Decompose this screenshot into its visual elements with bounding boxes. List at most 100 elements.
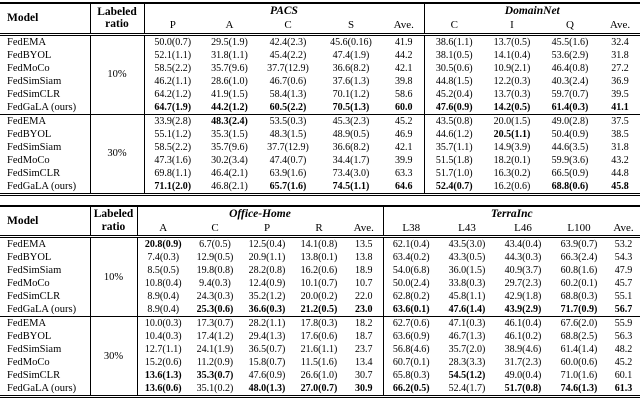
value-cell: 48.3(1.5) — [269, 128, 307, 140]
col-header-ave-terrainc: Ave. — [607, 220, 640, 238]
value-cell: 45.5(1.6) — [551, 36, 589, 48]
table-row: FedMoCo 58.5(2.2) 35.7(9.6) 37.7(12.9) 36.6(… — [0, 61, 640, 75]
value-cell: 44.2 — [384, 48, 425, 62]
table-row: FedEMA 10% 20.8(0.9) 6.7(0.5) 12.5(0.4) 14.1(… — [0, 236, 640, 317]
value-cell: 11.5(1.6) — [300, 357, 338, 368]
table-row: FedSimCLR 8.9(0.4) 24.3(0.3) 35.2(1.2) 20.0(… — [0, 290, 640, 303]
group-header-pacs: PACS — [144, 3, 425, 18]
value-cell: 43.5(3.0) — [448, 239, 486, 250]
value-cell: 38.9(4.6) — [504, 344, 542, 355]
value-cell: 12.5(0.4) — [248, 239, 286, 250]
labeled-ratio-column-header: Labeled ratio — [90, 205, 138, 238]
value-cell: 63.9(1.6) — [269, 167, 307, 179]
value-cell: 44.8 — [611, 167, 629, 179]
model-name: FedSimSiam — [0, 264, 91, 277]
value-cell: 66.5(0.9) — [551, 167, 589, 179]
model-name: FedBYOL — [0, 251, 91, 264]
value-cell: 64.2(1.2) — [154, 88, 192, 100]
value-cell: 35.1(0.2) — [196, 383, 234, 394]
col-header-a: A — [137, 220, 189, 238]
value-cell: 66.3(2.4) — [560, 252, 598, 263]
value-cell: 48.3(2.4) — [201, 113, 258, 128]
value-cell: 44.3(0.3) — [504, 252, 542, 263]
table-row: FedEMA 30% 33.9(2.8) 48.3(2.4) 53.5(0.3) 45.3… — [0, 113, 640, 194]
value-cell: 46.4(2.1) — [211, 167, 248, 179]
model-name: FedSimSiam — [0, 343, 91, 356]
table-row: FedGaLA (ours) 71.1(2.0) 46.8(2.1) 65.7(1.6… — [0, 179, 640, 194]
model-name: FedGaLA (ours) — [0, 100, 91, 114]
model-name: FedMoCo — [0, 277, 91, 290]
value-cell: 46.2(1.1) — [154, 75, 192, 87]
value-cell: 13.7(0.3) — [493, 88, 531, 100]
value-cell: 36.9 — [611, 75, 629, 87]
value-cell: 16.2(0.6) — [493, 180, 531, 192]
value-cell: 13.7(0.5) — [493, 36, 531, 48]
value-cell: 27.2 — [611, 62, 629, 74]
value-cell: 46.8(2.1) — [211, 180, 248, 192]
value-cell: 60.0 — [384, 100, 425, 114]
value-cell: 58.5(2.2) — [154, 141, 192, 153]
value-cell: 18.7 — [345, 330, 384, 343]
value-cell: 59.9(3.6) — [551, 154, 589, 166]
value-cell: 12.4(0.9) — [248, 278, 286, 289]
col-header-s: S — [318, 18, 384, 36]
value-cell: 39.9 — [384, 153, 425, 167]
model-name: FedGaLA (ours) — [0, 303, 91, 317]
value-cell: 14.9(3.9) — [493, 141, 531, 153]
value-cell: 64.6 — [384, 179, 425, 194]
group-header-row: Model Labeled ratio PACS DomainNet — [0, 3, 640, 36]
value-cell: 12.7(1.1) — [144, 344, 182, 355]
value-cell: 10.8(0.4) — [144, 278, 182, 289]
col-header-r: R — [293, 220, 345, 238]
value-cell: 46.7(1.3) — [448, 331, 486, 342]
value-cell: 53.2 — [614, 239, 633, 250]
table-row: FedSimCLR 69.8(1.1) 46.4(2.1) 63.9(1.6) 73.4… — [0, 166, 640, 180]
value-cell: 17.6(0.6) — [300, 331, 338, 342]
value-cell: 71.1(2.0) — [154, 180, 192, 192]
value-cell: 65.7(1.6) — [269, 180, 307, 192]
value-cell: 20.5(1.1) — [493, 128, 531, 140]
value-cell: 48.9(0.5) — [332, 128, 370, 140]
value-cell: 42.4(2.3) — [269, 36, 307, 48]
col-header-p: P — [241, 220, 293, 238]
value-cell: 61.3 — [614, 383, 633, 394]
value-cell: 68.8(2.5) — [560, 331, 598, 342]
model-name: FedMoCo — [0, 356, 91, 369]
value-cell: 68.8(0.6) — [551, 180, 589, 192]
value-cell: 40.3(2.4) — [551, 75, 589, 87]
value-cell: 8.9(0.4) — [147, 291, 180, 302]
value-cell: 31.8 — [611, 49, 629, 61]
value-cell: 10.7 — [345, 277, 384, 290]
value-cell: 73.4(3.0) — [332, 167, 370, 179]
value-cell: 10.0(0.3) — [137, 316, 189, 330]
value-cell: 10.1(0.7) — [300, 278, 338, 289]
value-cell: 30.9 — [345, 382, 384, 397]
value-cell: 41.9(1.5) — [211, 88, 248, 100]
value-cell: 35.7(2.0) — [448, 344, 486, 355]
value-cell: 61.4(1.4) — [560, 344, 598, 355]
value-cell: 45.2(0.4) — [435, 88, 473, 100]
col-header-ave-domainnet: Ave. — [600, 18, 640, 36]
value-cell: 33.9(2.8) — [144, 113, 201, 128]
value-cell: 62.7(0.6) — [383, 316, 439, 330]
value-cell: 18.9 — [345, 264, 384, 277]
value-cell: 45.7 — [614, 278, 633, 289]
value-cell: 60.2(0.1) — [560, 278, 598, 289]
value-cell: 21.6(1.1) — [300, 344, 338, 355]
value-cell: 30.7 — [345, 369, 384, 382]
value-cell: 42.1 — [384, 61, 425, 75]
value-cell: 60.7(0.1) — [392, 357, 430, 368]
value-cell: 46.1(0.4) — [495, 316, 551, 330]
value-cell: 69.8(1.1) — [154, 167, 192, 179]
value-cell: 36.5(0.7) — [248, 344, 286, 355]
value-cell: 36.0(1.5) — [448, 265, 486, 276]
col-header-l46: L46 — [495, 220, 551, 238]
value-cell: 25.3(0.6) — [196, 304, 234, 315]
value-cell: 18.2 — [345, 316, 384, 330]
value-cell: 47.4(1.9) — [332, 49, 370, 61]
value-cell: 71.0(1.6) — [560, 370, 598, 381]
value-cell: 27.0(0.7) — [300, 383, 338, 394]
model-name: FedBYOL — [0, 48, 91, 62]
value-cell: 20.9(1.1) — [248, 252, 286, 263]
table-row: FedSimCLR 64.2(1.2) 41.9(1.5) 58.4(1.3) 70.1… — [0, 87, 640, 101]
